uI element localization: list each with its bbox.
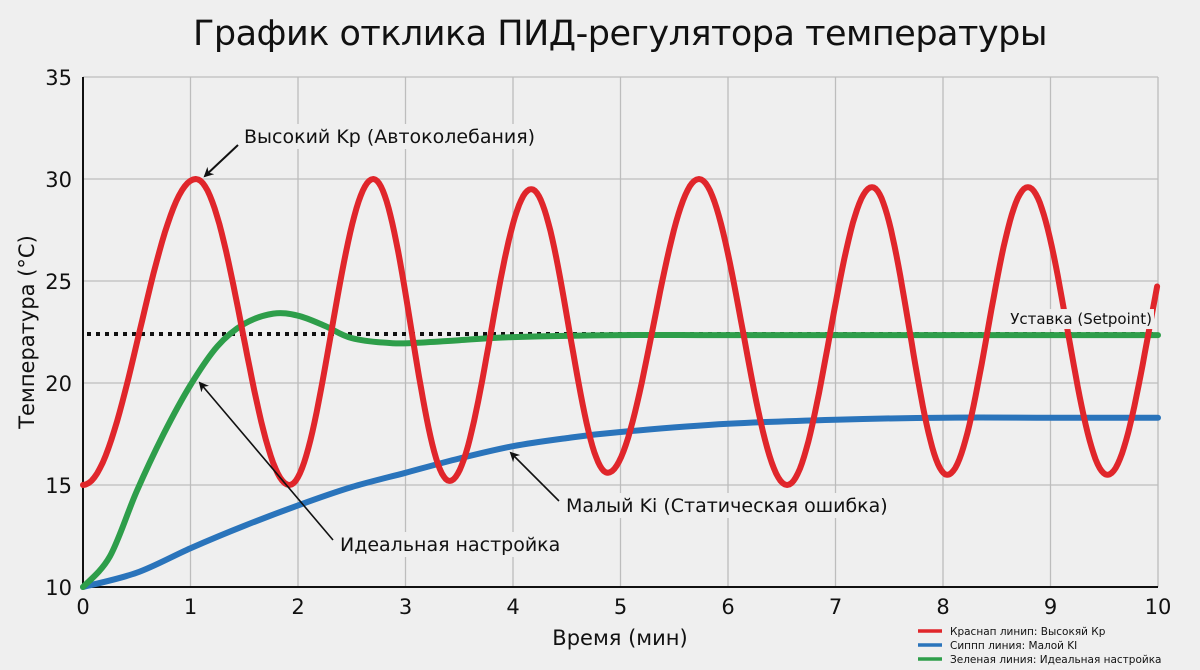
grid-lines	[83, 76, 1159, 587]
tick-labels: 0 1 2 3 4 5 6 7 8 9 10 10 15 20 25 30 35	[45, 66, 1171, 619]
x-tick-label: 6	[721, 595, 734, 619]
annotation-high-kp-label: Высокий Kp (Автоколебания)	[244, 126, 535, 148]
x-tick-label: 8	[936, 595, 949, 619]
axes	[82, 77, 1158, 588]
chart-title: График отклика ПИД-регулятора температур…	[193, 14, 1047, 54]
x-tick-label: 10	[1145, 595, 1172, 619]
annotation-low-ki-arrow	[509, 451, 560, 502]
annotation-high-kp-bg	[241, 124, 539, 149]
x-tick-label: 3	[399, 595, 412, 619]
legend: Краснап линип: Высокяй Кр Сиппп линия: Ма…	[918, 626, 1161, 666]
y-tick-label: 25	[45, 270, 72, 294]
legend-item-label: Зеленая линия: Идеальная настройка	[950, 654, 1161, 666]
setpoint-label-bg	[996, 309, 1154, 330]
x-tick-label: 4	[506, 595, 519, 619]
y-tick-label: 15	[45, 474, 72, 498]
low-ki-blue-line	[80, 414, 1161, 590]
legend-item-label: Краснап линип: Высокяй Кр	[950, 626, 1106, 638]
legend-item-label: Сиппп линия: Малой KI	[950, 640, 1077, 652]
x-axis-label: Время (мин)	[552, 626, 687, 650]
series-lines	[80, 176, 1161, 590]
ideal-tuning-green-line	[80, 310, 1161, 590]
x-tick-label: 9	[1044, 595, 1057, 619]
x-tick-label: 1	[184, 595, 197, 619]
annotation-ideal-tuning-arrow	[198, 381, 334, 541]
high-kp-red-line	[80, 176, 1161, 488]
setpoint-label: Уставка (Setpoint)	[1010, 310, 1152, 328]
x-tick-label: 5	[614, 595, 627, 619]
y-tick-label: 10	[45, 576, 72, 600]
y-tick-label: 35	[45, 66, 72, 90]
y-tick-label: 20	[45, 372, 72, 396]
x-tick-label: 7	[829, 595, 842, 619]
annotations: Уставка (Setpoint) Высокий Kp (Автоколеба…	[198, 124, 1154, 557]
x-tick-label: 0	[76, 595, 89, 619]
y-tick-label: 30	[45, 168, 72, 192]
annotation-ideal-tuning-bg	[337, 532, 556, 557]
y-axis-label: Температура (°C)	[15, 235, 39, 430]
x-tick-label: 2	[291, 595, 304, 619]
annotation-high-kp-arrow	[203, 144, 239, 178]
annotation-low-ki-bg	[563, 493, 894, 518]
annotation-ideal-tuning-label: Идеальная настройка	[340, 534, 560, 556]
annotation-low-ki-label: Малый Ki (Статическая ошибка)	[566, 495, 888, 517]
